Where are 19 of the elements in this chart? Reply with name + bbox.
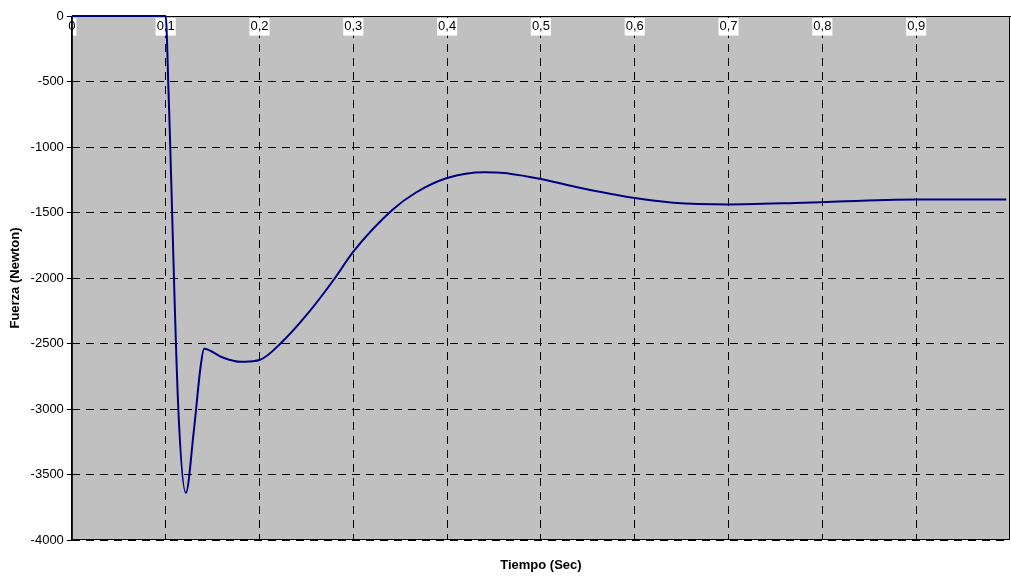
x-tick-label: 0,9: [907, 18, 926, 34]
x-tick-label: 0,6: [625, 18, 644, 34]
x-tick-label: 0,2: [250, 18, 269, 34]
y-tick-label: -4000: [30, 531, 64, 547]
y-tick-label: -2500: [30, 335, 64, 351]
y-tick-label: -500: [37, 73, 64, 89]
y-tick-label: -3000: [30, 400, 64, 416]
y-tick-label: -2000: [30, 269, 64, 285]
x-tick-label: 0,8: [813, 18, 832, 34]
y-tick-label: -1500: [30, 204, 64, 220]
y-tick-label: 0: [56, 7, 64, 23]
x-tick-label: 0,3: [344, 18, 363, 34]
x-tick-label: 0,7: [719, 18, 738, 34]
y-axis-title: Fuerza (Newton): [7, 227, 23, 329]
y-tick-label: -1000: [30, 138, 64, 154]
y-tick-label: -3500: [30, 466, 64, 482]
x-axis-title: Tiempo (Sec): [500, 556, 582, 572]
x-tick-label: 0,5: [531, 18, 550, 34]
x-tick-label: 0,4: [438, 18, 457, 34]
